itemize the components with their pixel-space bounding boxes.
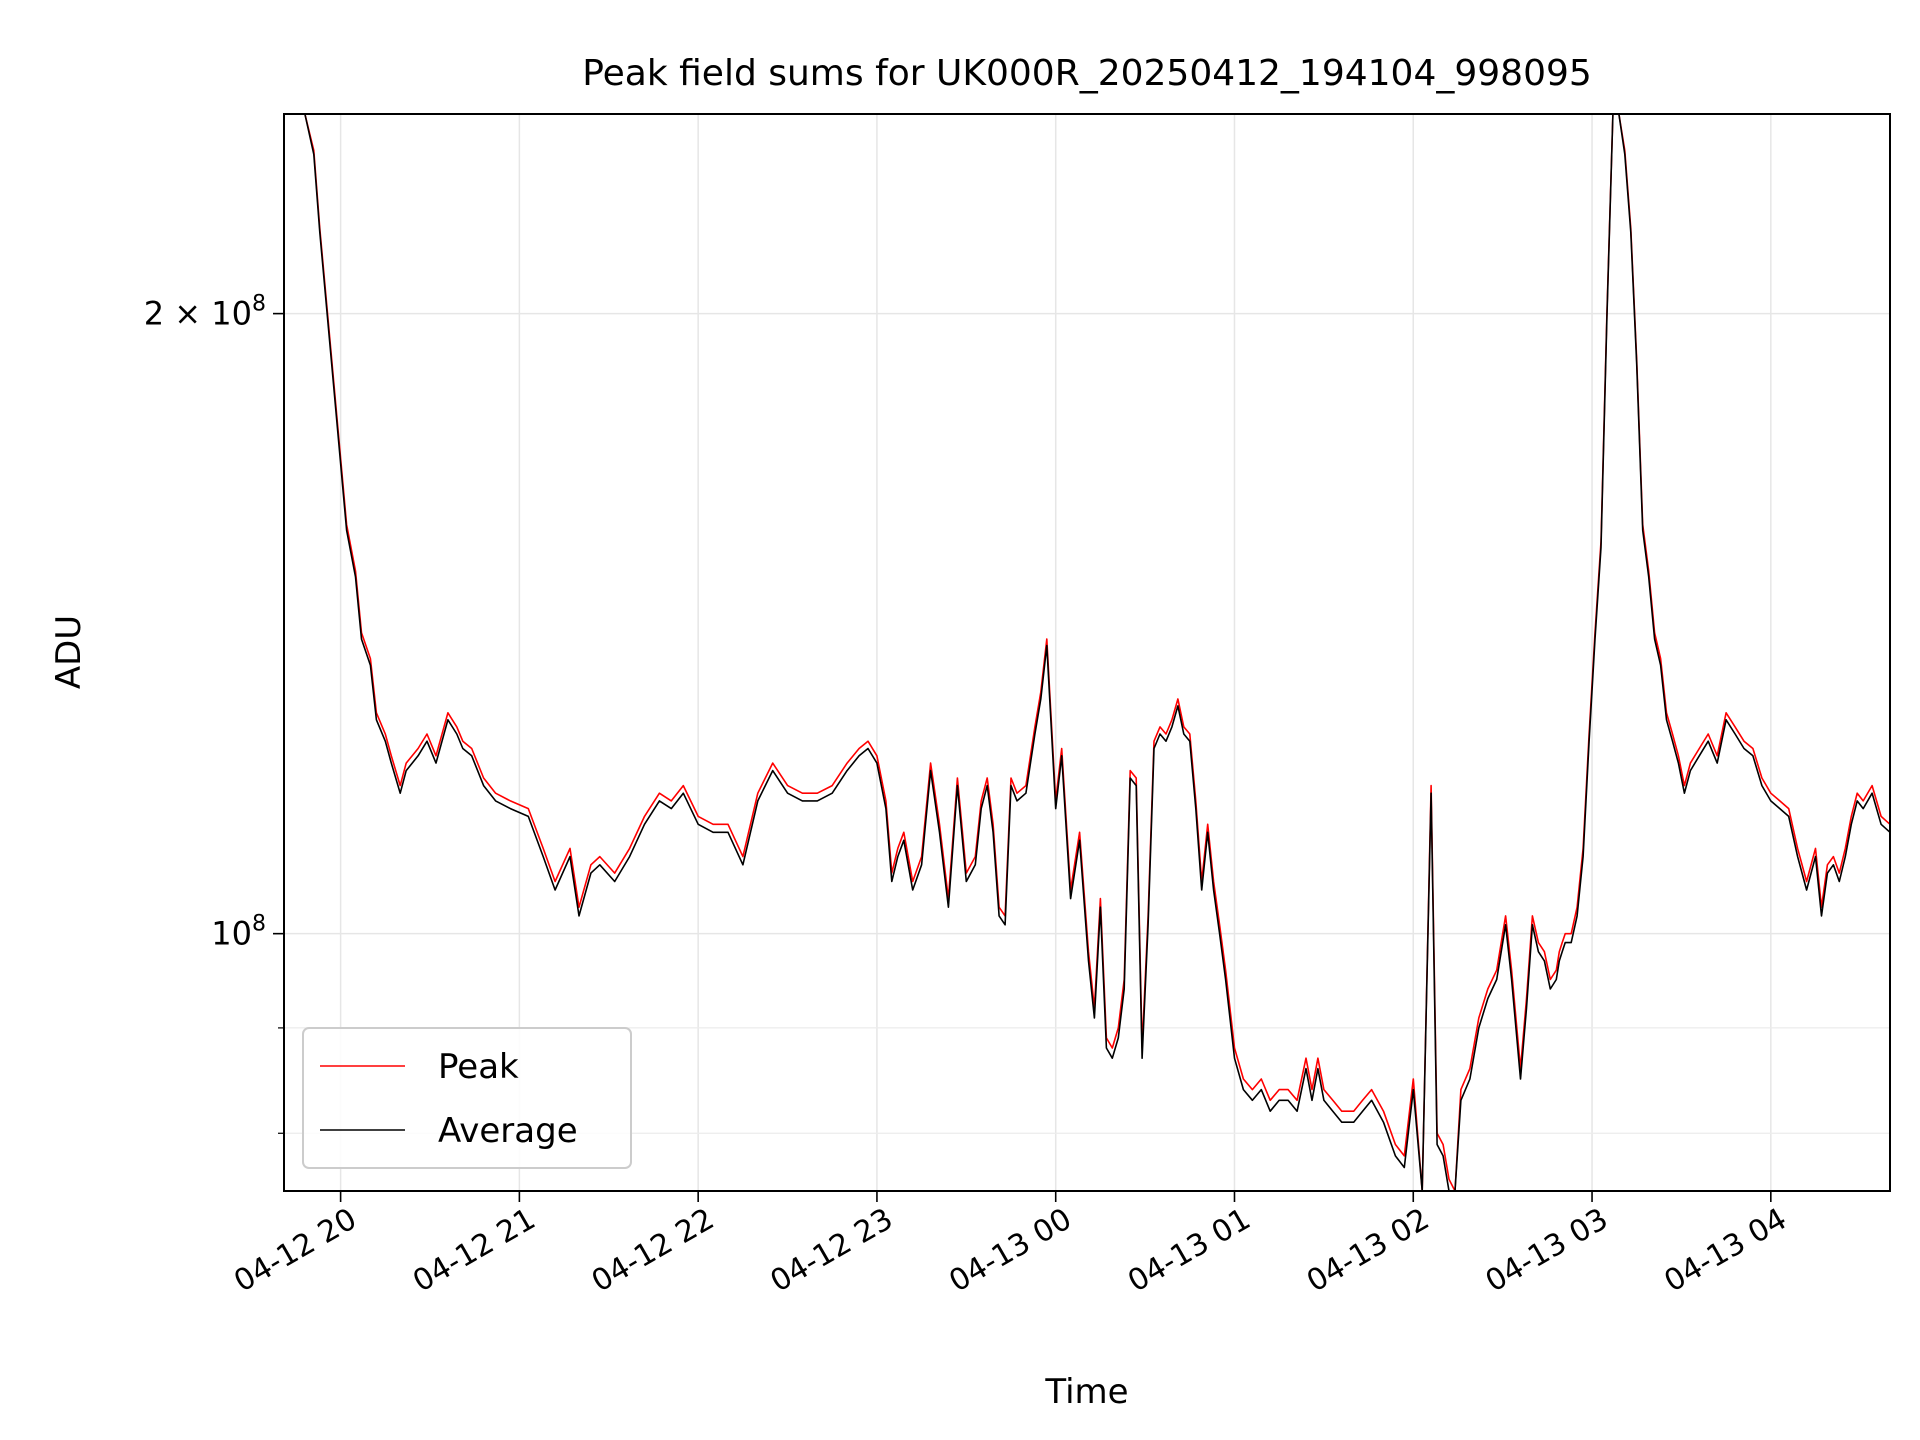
y-tick-label-base: 2 × 10 — [144, 295, 252, 333]
y-tick-label-base: 10 — [211, 915, 252, 953]
legend-label-peak: Peak — [438, 1047, 519, 1087]
x-axis-label: Time — [1044, 1372, 1128, 1412]
legend: Peak Average — [302, 1027, 632, 1169]
y-tick-label: 2 × 108 — [144, 292, 266, 333]
y-axis-label: ADU — [49, 615, 89, 689]
y-tick-label: 108 — [211, 912, 266, 953]
chart-title: Peak field sums for UK000R_20250412_1941… — [582, 53, 1592, 94]
series-layer — [284, 113, 1891, 1192]
plot-frame — [283, 113, 1891, 1192]
y-tick-label-exponent: 8 — [252, 292, 266, 317]
y-tick-label-exponent: 8 — [252, 912, 266, 937]
legend-label-average: Average — [438, 1111, 578, 1151]
series-line-average — [284, 113, 1891, 1192]
legend-box — [302, 1027, 632, 1169]
